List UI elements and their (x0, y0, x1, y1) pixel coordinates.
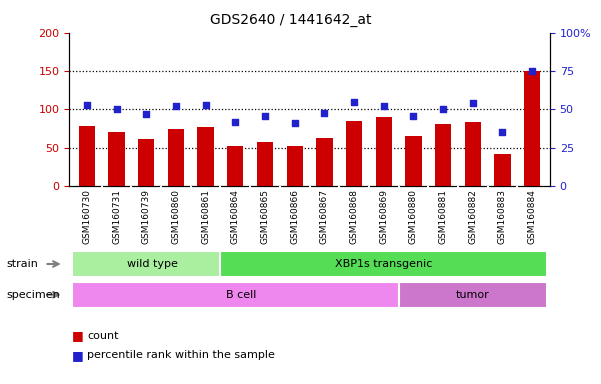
Text: GDS2640 / 1441642_at: GDS2640 / 1441642_at (210, 13, 372, 27)
Text: GSM160882: GSM160882 (468, 189, 477, 244)
Bar (376, 117, 392, 186)
Bar (108, 132, 125, 186)
Text: XBP1s transgenic: XBP1s transgenic (335, 259, 432, 269)
Bar (435, 124, 451, 186)
Point (82, 102, 92, 108)
Bar (405, 136, 421, 186)
Bar (227, 146, 243, 186)
Text: GSM160884: GSM160884 (528, 189, 537, 244)
Text: GSM160883: GSM160883 (498, 189, 507, 244)
Text: GSM160861: GSM160861 (201, 189, 210, 244)
Point (260, 113, 270, 119)
Bar (316, 138, 332, 186)
Bar (221, 251, 547, 277)
Text: GSM160865: GSM160865 (260, 189, 269, 244)
Point (231, 119, 240, 125)
Text: GSM160881: GSM160881 (439, 189, 448, 244)
Text: B cell: B cell (226, 290, 257, 300)
Text: GSM160869: GSM160869 (379, 189, 388, 244)
Text: count: count (87, 331, 118, 341)
Bar (287, 146, 303, 186)
Text: GSM160864: GSM160864 (231, 189, 240, 244)
Text: percentile rank within the sample: percentile rank within the sample (87, 350, 275, 360)
Point (290, 120, 299, 126)
Point (498, 129, 507, 136)
Text: GSM160730: GSM160730 (82, 189, 91, 244)
Point (438, 106, 448, 113)
Point (112, 106, 121, 113)
Bar (72, 282, 398, 308)
Text: strain: strain (6, 259, 38, 269)
Text: wild type: wild type (127, 259, 178, 269)
Text: specimen: specimen (6, 290, 59, 300)
Text: tumor: tumor (456, 290, 490, 300)
Point (320, 109, 329, 116)
Bar (198, 127, 214, 186)
Bar (494, 154, 511, 186)
Bar (346, 121, 362, 186)
Point (468, 100, 478, 106)
Bar (524, 71, 540, 186)
Text: GSM160866: GSM160866 (290, 189, 299, 244)
Point (201, 102, 210, 108)
Bar (465, 122, 481, 186)
Bar (138, 139, 154, 186)
Bar (257, 142, 273, 186)
Text: GSM160731: GSM160731 (112, 189, 121, 244)
Bar (168, 129, 184, 186)
Point (409, 113, 418, 119)
Point (527, 68, 537, 74)
Point (349, 99, 359, 105)
Text: GSM160868: GSM160868 (350, 189, 359, 244)
Text: GSM160860: GSM160860 (171, 189, 180, 244)
Bar (72, 251, 221, 277)
Bar (79, 126, 95, 186)
Point (141, 111, 151, 117)
Text: GSM160880: GSM160880 (409, 189, 418, 244)
Text: ■: ■ (72, 349, 84, 362)
Point (379, 103, 388, 109)
Bar (398, 282, 547, 308)
Point (171, 103, 181, 109)
Text: GSM160739: GSM160739 (142, 189, 151, 244)
Text: GSM160867: GSM160867 (320, 189, 329, 244)
Text: ■: ■ (72, 329, 84, 343)
